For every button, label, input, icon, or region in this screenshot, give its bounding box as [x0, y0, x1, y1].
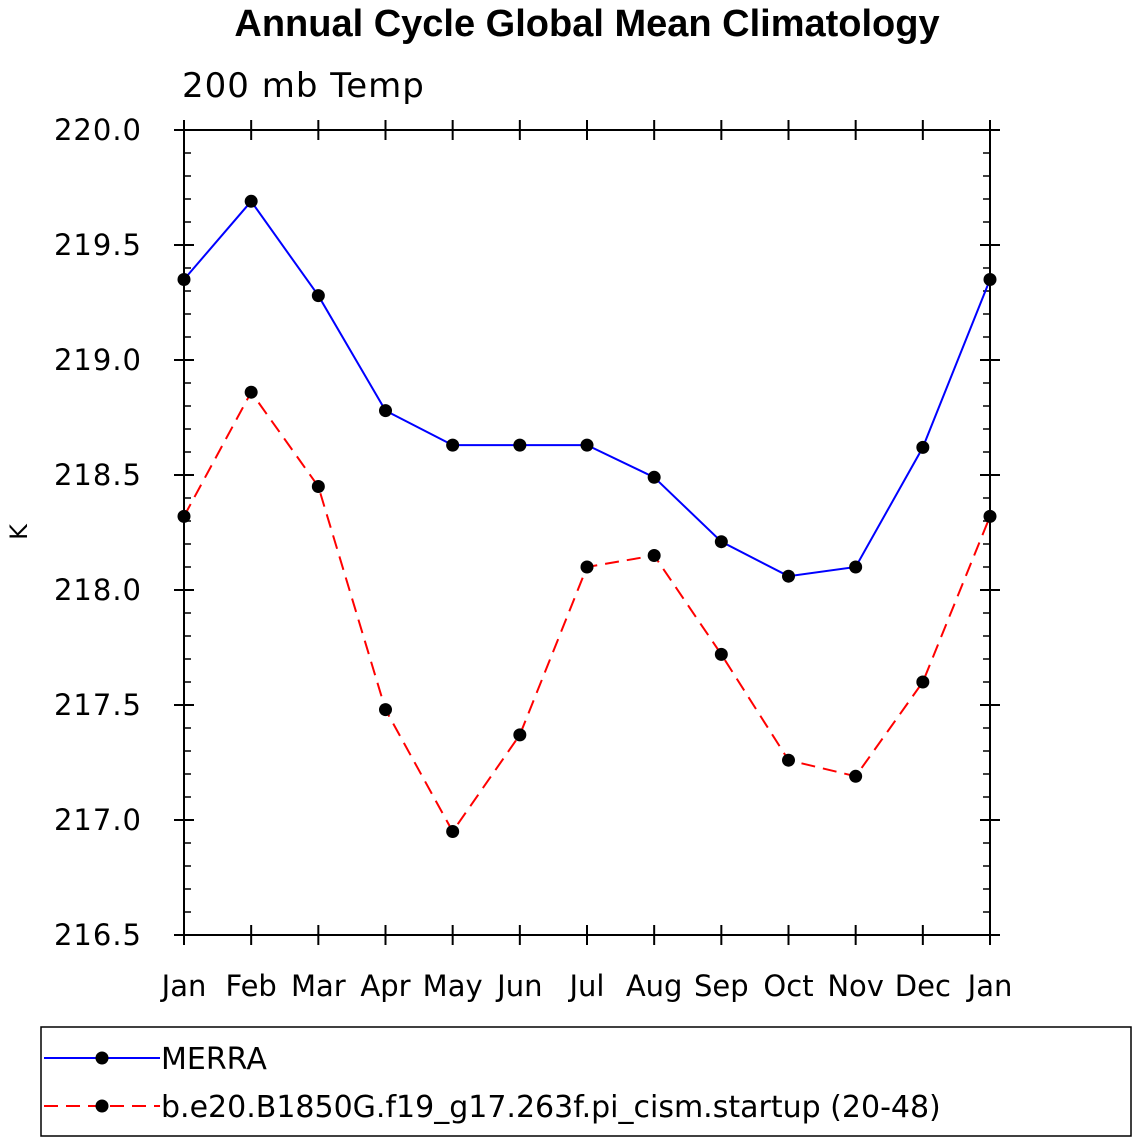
legend-marker-model	[95, 1099, 109, 1113]
series-group	[177, 194, 997, 838]
x-tick-label: Aug	[626, 969, 683, 1003]
series-0-point	[244, 194, 258, 208]
axis-ticks	[174, 120, 1000, 945]
y-axis-label: K	[5, 523, 33, 540]
chart-title: Annual Cycle Global Mean Climatology	[234, 3, 939, 45]
series-1-point	[177, 509, 191, 523]
series-1-point	[849, 769, 863, 783]
series-1-point	[513, 728, 527, 742]
series-1-point	[983, 509, 997, 523]
y-tick-label: 216.5	[54, 918, 142, 952]
series-1-point	[647, 549, 661, 562]
series-1-point	[916, 675, 930, 689]
x-tick-label: Jan	[160, 969, 207, 1003]
y-tick-label: 219.5	[54, 228, 142, 262]
series-0-point	[446, 438, 460, 452]
y-tick-label: 217.5	[54, 688, 142, 722]
series-line-0	[183, 199, 991, 578]
y-tick-label: 218.5	[54, 458, 142, 492]
series-line-1	[183, 390, 991, 834]
series-0-point	[916, 440, 930, 454]
legend-label-merra: MERRA	[161, 1042, 267, 1077]
series-0-point	[983, 273, 997, 286]
series-1-point	[782, 753, 795, 767]
series-1-point	[446, 825, 460, 838]
x-tick-label: Feb	[225, 969, 276, 1003]
x-tick-label: Jan	[966, 969, 1013, 1003]
series-0-point	[580, 438, 594, 452]
series-0-point	[379, 404, 392, 418]
x-tick-label: Dec	[895, 969, 951, 1003]
legend: MERRA b.e20.B1850G.f19_g17.263f.pi_cism.…	[40, 1026, 1132, 1137]
x-tick-label: Jun	[495, 969, 542, 1003]
chart-subtitle: 200 mb Temp	[182, 66, 425, 106]
series-1-point	[379, 703, 392, 717]
y-tick-label: 219.0	[54, 343, 142, 377]
series-1-point	[311, 480, 325, 493]
x-tick-label: Jul	[568, 969, 605, 1003]
y-tick-label: 220.0	[54, 113, 142, 147]
y-tick-labels: 216.5 217.0 217.5 218.0 218.5 219.0 219.5 220.0	[54, 113, 142, 952]
x-tick-label: May	[423, 969, 483, 1003]
x-tick-label: Mar	[291, 969, 346, 1003]
legend-label-model: b.e20.B1850G.f19_g17.263f.pi_cism.startu…	[161, 1090, 941, 1125]
legend-box	[40, 1026, 1132, 1137]
series-0-point	[782, 569, 795, 583]
series-0-point	[647, 470, 661, 484]
x-tick-label: Oct	[763, 969, 813, 1003]
series-0-point	[311, 289, 325, 303]
x-tick-label: Sep	[694, 969, 749, 1003]
series-0-point	[849, 560, 863, 574]
series-1-point	[580, 560, 594, 574]
y-tick-label: 218.0	[54, 573, 142, 607]
plot-frame	[183, 129, 991, 936]
x-tick-label: Nov	[827, 969, 884, 1003]
series-0-point	[714, 535, 728, 549]
x-tick-label: Apr	[360, 969, 410, 1003]
series-1-point	[244, 385, 258, 399]
y-tick-label: 217.0	[54, 803, 142, 837]
series-1-point	[714, 647, 728, 661]
x-tick-labels: Jan Feb Mar Apr May Jun Jul Aug Sep Oct Nov Dec Jan	[160, 969, 1013, 1003]
series-0-point	[513, 438, 527, 452]
legend-marker-merra	[95, 1051, 109, 1065]
series-0-point	[177, 273, 191, 286]
